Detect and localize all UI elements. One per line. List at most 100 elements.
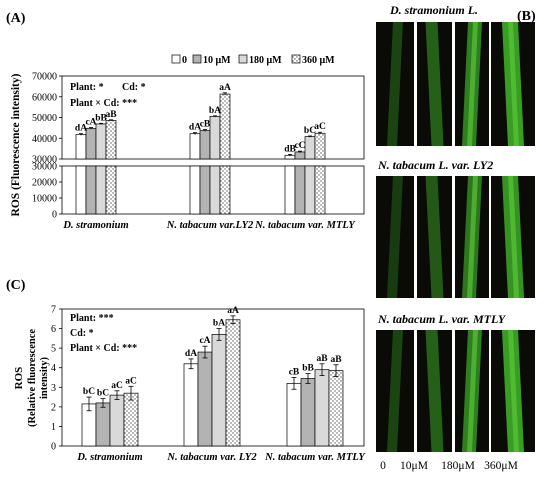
significance-label: aB: [330, 355, 342, 365]
bar-lower: [105, 165, 117, 215]
bar-upper: [209, 116, 221, 160]
root-bright-core: [467, 176, 478, 298]
y-tick-label: 0: [51, 442, 56, 453]
bar-lower: [85, 165, 97, 215]
root-bright-core: [508, 176, 519, 298]
significance-label: dA: [75, 124, 87, 134]
significance-label: aC: [125, 376, 137, 386]
micrograph-row-title: D. stramonium L.: [389, 3, 478, 17]
significance-label: cA: [199, 336, 210, 346]
micrograph-row-title: N. tabacum L. var. MTLY: [377, 312, 507, 326]
bar: [95, 402, 111, 447]
bar-upper: [199, 130, 211, 160]
y-tick-label-upper: 50000: [32, 113, 57, 124]
y-tick-label: 6: [51, 324, 56, 335]
bar-lower: [294, 165, 306, 215]
y-axis-label-sub: intensity): [39, 356, 50, 399]
bar-upper: [294, 151, 306, 160]
stat-interaction: Plant × Cd: ***: [70, 343, 137, 354]
significance-label: aC: [314, 122, 326, 132]
significance-label: bC: [83, 387, 95, 397]
x-category-label: N. tabacum var. MTLY: [264, 452, 366, 463]
stat-cd: Cd: *: [70, 328, 94, 339]
bar-lower: [219, 165, 231, 215]
significance-label: bA: [213, 319, 225, 329]
significance-label: aA: [219, 83, 231, 93]
y-tick-label-upper: 70000: [32, 72, 57, 83]
significance-label: bB: [302, 364, 314, 374]
y-tick-label-lower: 30000: [32, 162, 57, 173]
root-fluorescence: [387, 176, 403, 298]
legend-swatch: [192, 54, 202, 64]
bar-upper: [314, 132, 326, 160]
y-tick-label-upper: 40000: [32, 134, 57, 145]
stat-interaction: Plant × Cd: ***: [70, 98, 137, 109]
bar: [109, 394, 125, 447]
y-tick-label: 7: [51, 305, 56, 316]
legend-swatch: [238, 54, 248, 64]
root-fluorescence: [387, 22, 403, 146]
x-category-label: D. stramonium: [76, 452, 142, 463]
y-tick-label: 3: [51, 383, 56, 394]
significance-label: cB: [200, 120, 211, 130]
significance-label: dA: [189, 123, 201, 133]
significance-label: cB: [289, 368, 300, 378]
panel-b-label: (B): [517, 9, 536, 24]
significance-label: bA: [209, 106, 221, 116]
significance-label: cA: [85, 117, 96, 127]
y-tick-label-upper: 30000: [32, 155, 57, 166]
y-tick-label-upper: 60000: [32, 92, 57, 103]
significance-label: dA: [185, 349, 197, 359]
stat-plant: Plant: *: [70, 82, 104, 93]
y-tick-label: 5: [51, 344, 56, 355]
bar: [300, 378, 316, 447]
significance-label: aB: [105, 110, 117, 120]
bar-upper: [219, 93, 231, 160]
bar-upper: [189, 133, 201, 160]
root-bright-core: [508, 22, 519, 146]
legend-label: 10 μM: [203, 55, 231, 66]
significance-label: aC: [111, 381, 123, 391]
bar: [211, 334, 227, 447]
micrograph-tile: [376, 22, 414, 146]
panel-c-chart: (C) 0 1 2 3 4 5 6 7 ROS (Relative fluorescence int…: [6, 278, 366, 463]
root-fluorescence: [425, 176, 444, 298]
y-tick-label-lower: 20000: [32, 178, 57, 189]
y-tick-label: 2: [51, 402, 56, 413]
x-category-label: N. tabacum var.LY2: [166, 220, 254, 231]
micrograph-row-title: N. tabacum L. var. LY2: [377, 158, 493, 172]
root-fluorescence: [425, 330, 444, 452]
y-axis-label: ROS (Fluorescence intensity): [10, 73, 22, 216]
bar-upper: [95, 123, 107, 160]
bar-lower: [95, 165, 107, 215]
bar-lower: [189, 165, 201, 215]
micrograph-column-label: 0: [380, 460, 386, 472]
micrograph-tile: [417, 176, 452, 298]
significance-label: bB: [95, 113, 107, 123]
y-axis-label: ROS: [13, 367, 25, 390]
stat-plant: Plant: ***: [70, 313, 114, 324]
x-category-label: N. tabacum var. LY2: [166, 452, 257, 463]
bar: [286, 383, 302, 447]
micrograph-tile: [376, 176, 414, 298]
micrograph-tile: [376, 330, 414, 452]
legend-swatch: [171, 54, 181, 64]
bar-lower: [199, 165, 211, 215]
legend-swatch: [291, 54, 301, 64]
root-bright-core: [467, 22, 478, 146]
x-category-label: D. stramonium: [62, 220, 128, 231]
root-fluorescence: [387, 330, 403, 452]
significance-label: cC: [294, 141, 305, 151]
significance-label: bC: [304, 126, 316, 136]
micrograph-column-label: 360μM: [484, 460, 518, 472]
bar: [183, 363, 199, 447]
x-category-label: N. tabacum var. MTLY: [254, 220, 356, 231]
micrograph-column-label: 180μM: [441, 460, 475, 472]
legend-label: 360 μM: [302, 55, 335, 66]
root-bright-core: [467, 330, 478, 452]
y-tick-label-lower: 10000: [32, 194, 57, 205]
y-tick-label-lower: 0: [52, 210, 57, 221]
bar: [314, 369, 330, 447]
